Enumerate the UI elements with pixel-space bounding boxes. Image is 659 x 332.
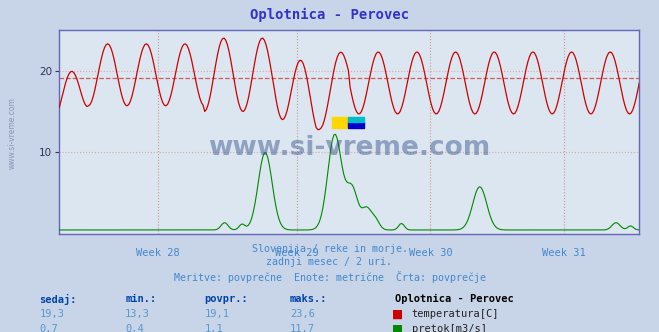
Text: Week 29: Week 29 <box>275 248 319 258</box>
Text: pretok[m3/s]: pretok[m3/s] <box>412 324 487 332</box>
Text: Oplotnica - Perovec: Oplotnica - Perovec <box>250 8 409 23</box>
Text: ■: ■ <box>392 323 403 332</box>
Text: Slovenija / reke in morje.: Slovenija / reke in morje. <box>252 244 407 254</box>
Text: povpr.:: povpr.: <box>204 294 248 304</box>
Text: min.:: min.: <box>125 294 156 304</box>
Text: maks.:: maks.: <box>290 294 328 304</box>
Text: ■: ■ <box>392 308 403 321</box>
Text: Week 31: Week 31 <box>542 248 586 258</box>
Text: 13,3: 13,3 <box>125 309 150 319</box>
Text: 11,7: 11,7 <box>290 324 315 332</box>
Text: 19,3: 19,3 <box>40 309 65 319</box>
Text: sedaj:: sedaj: <box>40 294 77 305</box>
Text: 19,1: 19,1 <box>204 309 229 319</box>
Text: 0,4: 0,4 <box>125 324 144 332</box>
Text: www.si-vreme.com: www.si-vreme.com <box>8 97 17 169</box>
Bar <box>332 117 348 128</box>
Text: temperatura[C]: temperatura[C] <box>412 309 500 319</box>
Bar <box>348 117 364 122</box>
Text: Week 28: Week 28 <box>136 248 180 258</box>
Text: 1,1: 1,1 <box>204 324 223 332</box>
Text: 23,6: 23,6 <box>290 309 315 319</box>
Text: www.si-vreme.com: www.si-vreme.com <box>208 135 490 161</box>
Text: Oplotnica - Perovec: Oplotnica - Perovec <box>395 294 514 304</box>
Text: Week 30: Week 30 <box>409 248 452 258</box>
Text: Meritve: povprečne  Enote: metrične  Črta: povprečje: Meritve: povprečne Enote: metrične Črta:… <box>173 271 486 283</box>
Bar <box>348 122 364 128</box>
Text: zadnji mesec / 2 uri.: zadnji mesec / 2 uri. <box>266 257 393 267</box>
Text: 0,7: 0,7 <box>40 324 58 332</box>
